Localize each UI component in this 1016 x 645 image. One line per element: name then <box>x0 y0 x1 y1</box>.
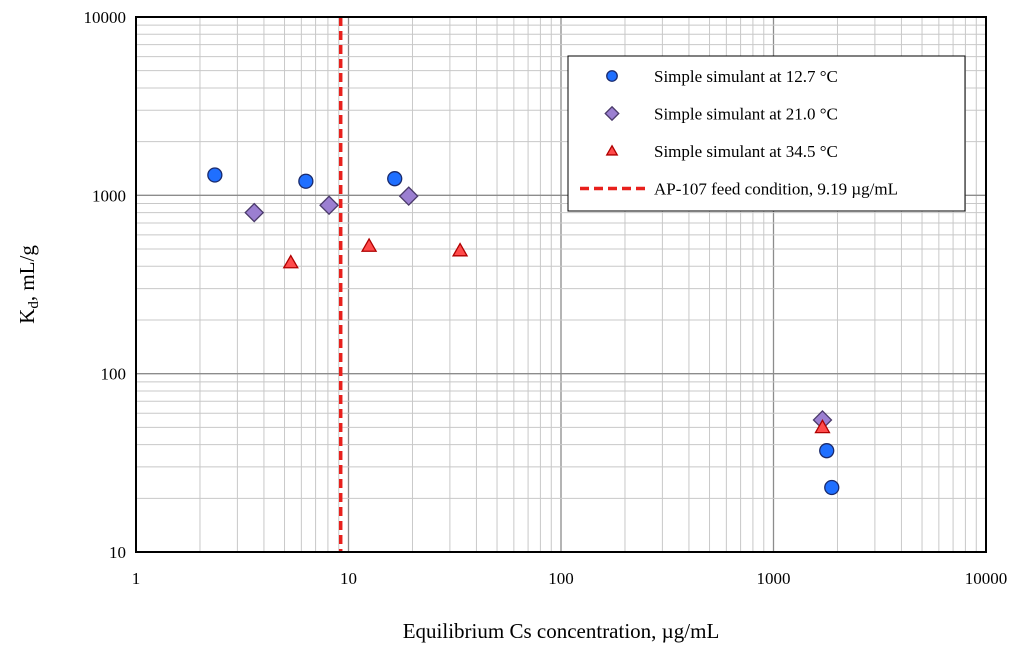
data-point-diamond <box>398 186 419 207</box>
y-tick-label: 1000 <box>92 186 126 205</box>
legend-item: Simple simulant at 21.0 °C <box>604 105 838 124</box>
x-tick-label: 10000 <box>965 569 1008 588</box>
x-tick-label: 1 <box>132 569 141 588</box>
legend-item: AP-107 feed condition, 9.19 µg/mL <box>580 180 898 199</box>
data-point-triangle <box>451 242 469 257</box>
data-point-triangle <box>282 254 299 269</box>
y-axis-title-sub: d <box>26 301 42 309</box>
y-axis-title-rest: , mL/g <box>15 245 39 301</box>
x-tick-label: 1000 <box>757 569 791 588</box>
legend-item: Simple simulant at 34.5 °C <box>605 142 838 161</box>
legend: Simple simulant at 12.7 °C Simple simulan… <box>567 55 966 212</box>
legend-swatch-triangle <box>605 144 619 156</box>
data-point-triangle <box>360 237 378 252</box>
legend-label: Simple simulant at 21.0 °C <box>654 105 838 124</box>
legend-label: Simple simulant at 12.7 °C <box>654 67 838 86</box>
tick-labels: 1 10 100 1000 10000 10 100 1000 10000 <box>84 8 1008 588</box>
data-point-diamond <box>319 195 339 216</box>
legend-swatch-circle <box>606 70 618 82</box>
legend-label: AP-107 feed condition, 9.19 µg/mL <box>654 180 898 199</box>
data-points <box>207 167 840 496</box>
y-tick-label: 100 <box>101 365 127 384</box>
data-point-circle <box>824 479 840 496</box>
legend-swatch-diamond <box>604 105 620 122</box>
legend-box <box>567 55 966 212</box>
plot-area-frame <box>135 16 987 553</box>
data-point-diamond <box>244 202 265 223</box>
legend-item: Simple simulant at 12.7 °C <box>606 67 838 86</box>
data-point-circle <box>387 171 403 187</box>
x-tick-label: 10 <box>340 569 357 588</box>
y-axis-title-main: K <box>15 309 39 324</box>
data-point-circle <box>819 443 835 459</box>
data-point-circle <box>207 167 223 183</box>
y-tick-label: 10000 <box>84 8 127 27</box>
data-point-circle <box>298 173 314 189</box>
data-point-triangle <box>814 419 831 434</box>
y-tick-label: 10 <box>109 543 126 562</box>
x-axis-title: Equilibrium Cs concentration, µg/mL <box>403 619 720 643</box>
grid <box>135 17 986 553</box>
x-tick-label: 100 <box>548 569 574 588</box>
legend-label: Simple simulant at 34.5 °C <box>654 142 838 161</box>
y-axis-title: Kd, mL/g <box>15 245 42 324</box>
